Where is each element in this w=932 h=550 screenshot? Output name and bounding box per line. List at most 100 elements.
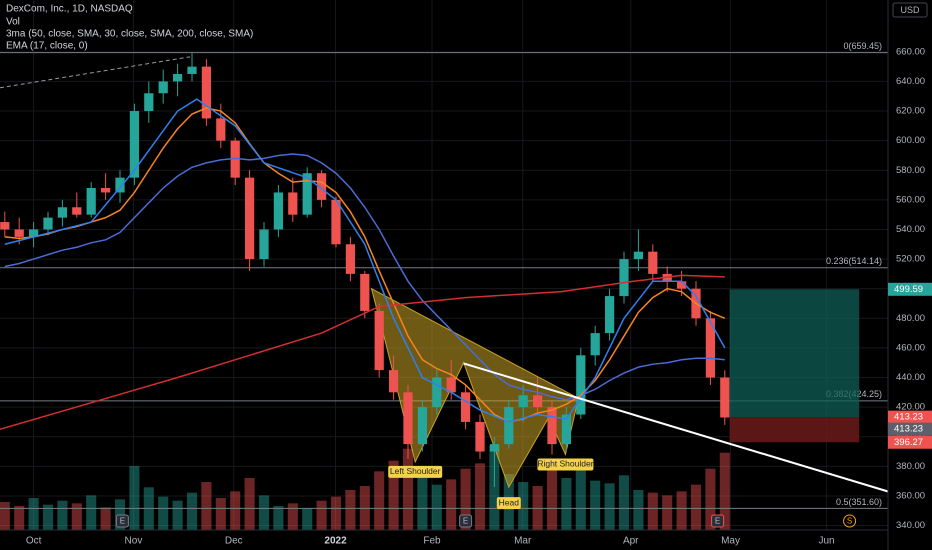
price-tag xyxy=(888,282,932,296)
annotation-box xyxy=(537,458,594,471)
indicator-label: 3ma (50, close, SMA, 30, close, SMA, 200… xyxy=(6,29,253,40)
candle-body xyxy=(0,222,10,230)
candle-body xyxy=(316,173,327,200)
event-label: E xyxy=(463,517,468,526)
price-tag xyxy=(888,422,932,436)
volume-bar xyxy=(402,448,414,530)
volume-bar xyxy=(618,475,630,530)
annotation-box xyxy=(388,465,443,478)
candle-body xyxy=(345,244,356,274)
candle-body xyxy=(432,377,442,408)
candle-body xyxy=(518,395,528,408)
y-tick-label: 420.00 xyxy=(896,402,925,413)
volume-bar xyxy=(273,506,284,530)
volume-bar xyxy=(546,464,558,530)
fib-label: 0(659.45) xyxy=(843,41,882,51)
candle-body xyxy=(259,229,269,260)
candle-body xyxy=(489,444,500,452)
trendline xyxy=(463,362,889,493)
price-tag-label: 413.23 xyxy=(894,412,923,423)
annotation-box xyxy=(496,497,521,510)
candle-body xyxy=(57,207,68,218)
y-tick-label: 520.00 xyxy=(896,254,925,265)
volume-bar xyxy=(14,506,25,530)
volume-bar xyxy=(71,503,82,530)
candle-body xyxy=(676,281,687,289)
ma-line xyxy=(0,274,725,431)
y-tick-label: 660.00 xyxy=(896,46,925,57)
volume-bar xyxy=(287,503,298,530)
y-tick-label: 340.00 xyxy=(896,520,925,531)
candle-body xyxy=(302,173,312,215)
volume-bar xyxy=(690,484,702,530)
annotation: Right Shoulder xyxy=(537,459,593,469)
candle-body xyxy=(14,229,24,237)
volume-bar xyxy=(172,500,183,530)
annotation: Left Shoulder xyxy=(390,466,441,476)
candle-body xyxy=(547,407,557,445)
event-label: S xyxy=(847,517,852,526)
candle-body xyxy=(115,177,125,193)
annotation: Head xyxy=(499,497,520,507)
x-tick-label: Feb xyxy=(423,536,441,547)
y-tick-label: 620.00 xyxy=(896,106,925,117)
chart-title: DexCom, Inc., 1D, NASDAQ xyxy=(6,4,133,15)
candle-body xyxy=(28,229,39,237)
candle-body xyxy=(216,118,226,141)
candle-body xyxy=(360,273,370,311)
candle-body xyxy=(619,259,629,297)
x-tick-label: May xyxy=(721,536,740,547)
y-tick-label: 360.00 xyxy=(896,490,925,501)
x-tick-label: Jun xyxy=(818,536,834,547)
volume-bar xyxy=(374,471,385,530)
candle-body xyxy=(532,395,543,408)
price-tag-label: 413.23 xyxy=(894,424,923,435)
candle-body xyxy=(273,192,284,230)
volume-bar xyxy=(230,491,241,530)
x-tick-label: Oct xyxy=(26,536,42,547)
fib-label: 0.236(514.14) xyxy=(826,256,882,266)
volume-bar xyxy=(719,452,730,530)
candle-body xyxy=(158,81,168,94)
candle-body xyxy=(576,355,586,415)
volume-bar xyxy=(0,502,10,530)
event-label: E xyxy=(715,517,720,526)
y-tick-label: 580.00 xyxy=(896,165,925,176)
volume-bar xyxy=(316,500,327,530)
volume-bar xyxy=(302,508,313,530)
y-tick-label: 460.00 xyxy=(896,342,925,353)
price-tag-label: 396.27 xyxy=(894,437,923,448)
volume-bar xyxy=(345,490,356,530)
volume-bar xyxy=(446,479,457,530)
position-stop xyxy=(729,417,860,443)
volume-bar xyxy=(417,476,428,530)
x-tick-label: Mar xyxy=(514,536,532,547)
volume-bar xyxy=(647,492,658,530)
fib-label: 0.5(351.60) xyxy=(836,497,882,507)
x-tick-label: Apr xyxy=(623,536,639,547)
candle-body xyxy=(720,377,730,418)
candle-body xyxy=(561,414,572,445)
plot-area: 0(659.45)0.236(514.14)0.382(424.25)0.5(3… xyxy=(0,0,889,530)
volume-bar xyxy=(158,496,169,530)
volume-bar xyxy=(215,498,226,530)
candle-body xyxy=(288,192,298,215)
volume-bar xyxy=(474,463,486,530)
volume-bar xyxy=(258,495,270,530)
price-tag xyxy=(888,435,932,449)
x-tick-label: 2022 xyxy=(324,536,347,547)
ma-line xyxy=(4,107,726,423)
volume-bar xyxy=(57,500,68,530)
volume-bar xyxy=(518,482,529,530)
candle-body xyxy=(475,421,485,452)
candle-body xyxy=(374,310,384,371)
candle-body xyxy=(403,392,413,445)
y-tick-label: 480.00 xyxy=(896,313,925,324)
y-tick-label: 540.00 xyxy=(896,224,925,235)
y-tick-label: 380.00 xyxy=(896,461,925,472)
ma-line xyxy=(4,153,725,401)
event-marker xyxy=(711,514,725,528)
candle-body xyxy=(129,111,140,178)
volume-bar xyxy=(676,491,687,530)
